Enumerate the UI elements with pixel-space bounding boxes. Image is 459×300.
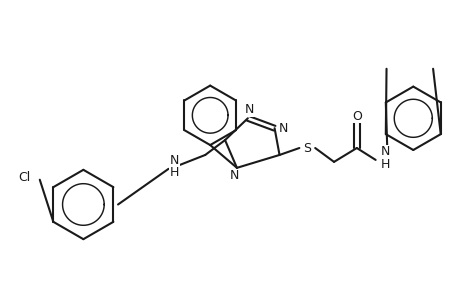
Text: N: N	[229, 169, 238, 182]
Text: N: N	[169, 154, 179, 167]
Text: O: O	[351, 110, 361, 123]
Text: N: N	[245, 103, 254, 116]
Text: H: H	[380, 158, 389, 171]
Text: S: S	[302, 142, 311, 154]
Text: Cl: Cl	[18, 171, 30, 184]
Text: N: N	[278, 122, 287, 135]
Text: H: H	[169, 166, 179, 179]
Text: N: N	[380, 146, 389, 158]
